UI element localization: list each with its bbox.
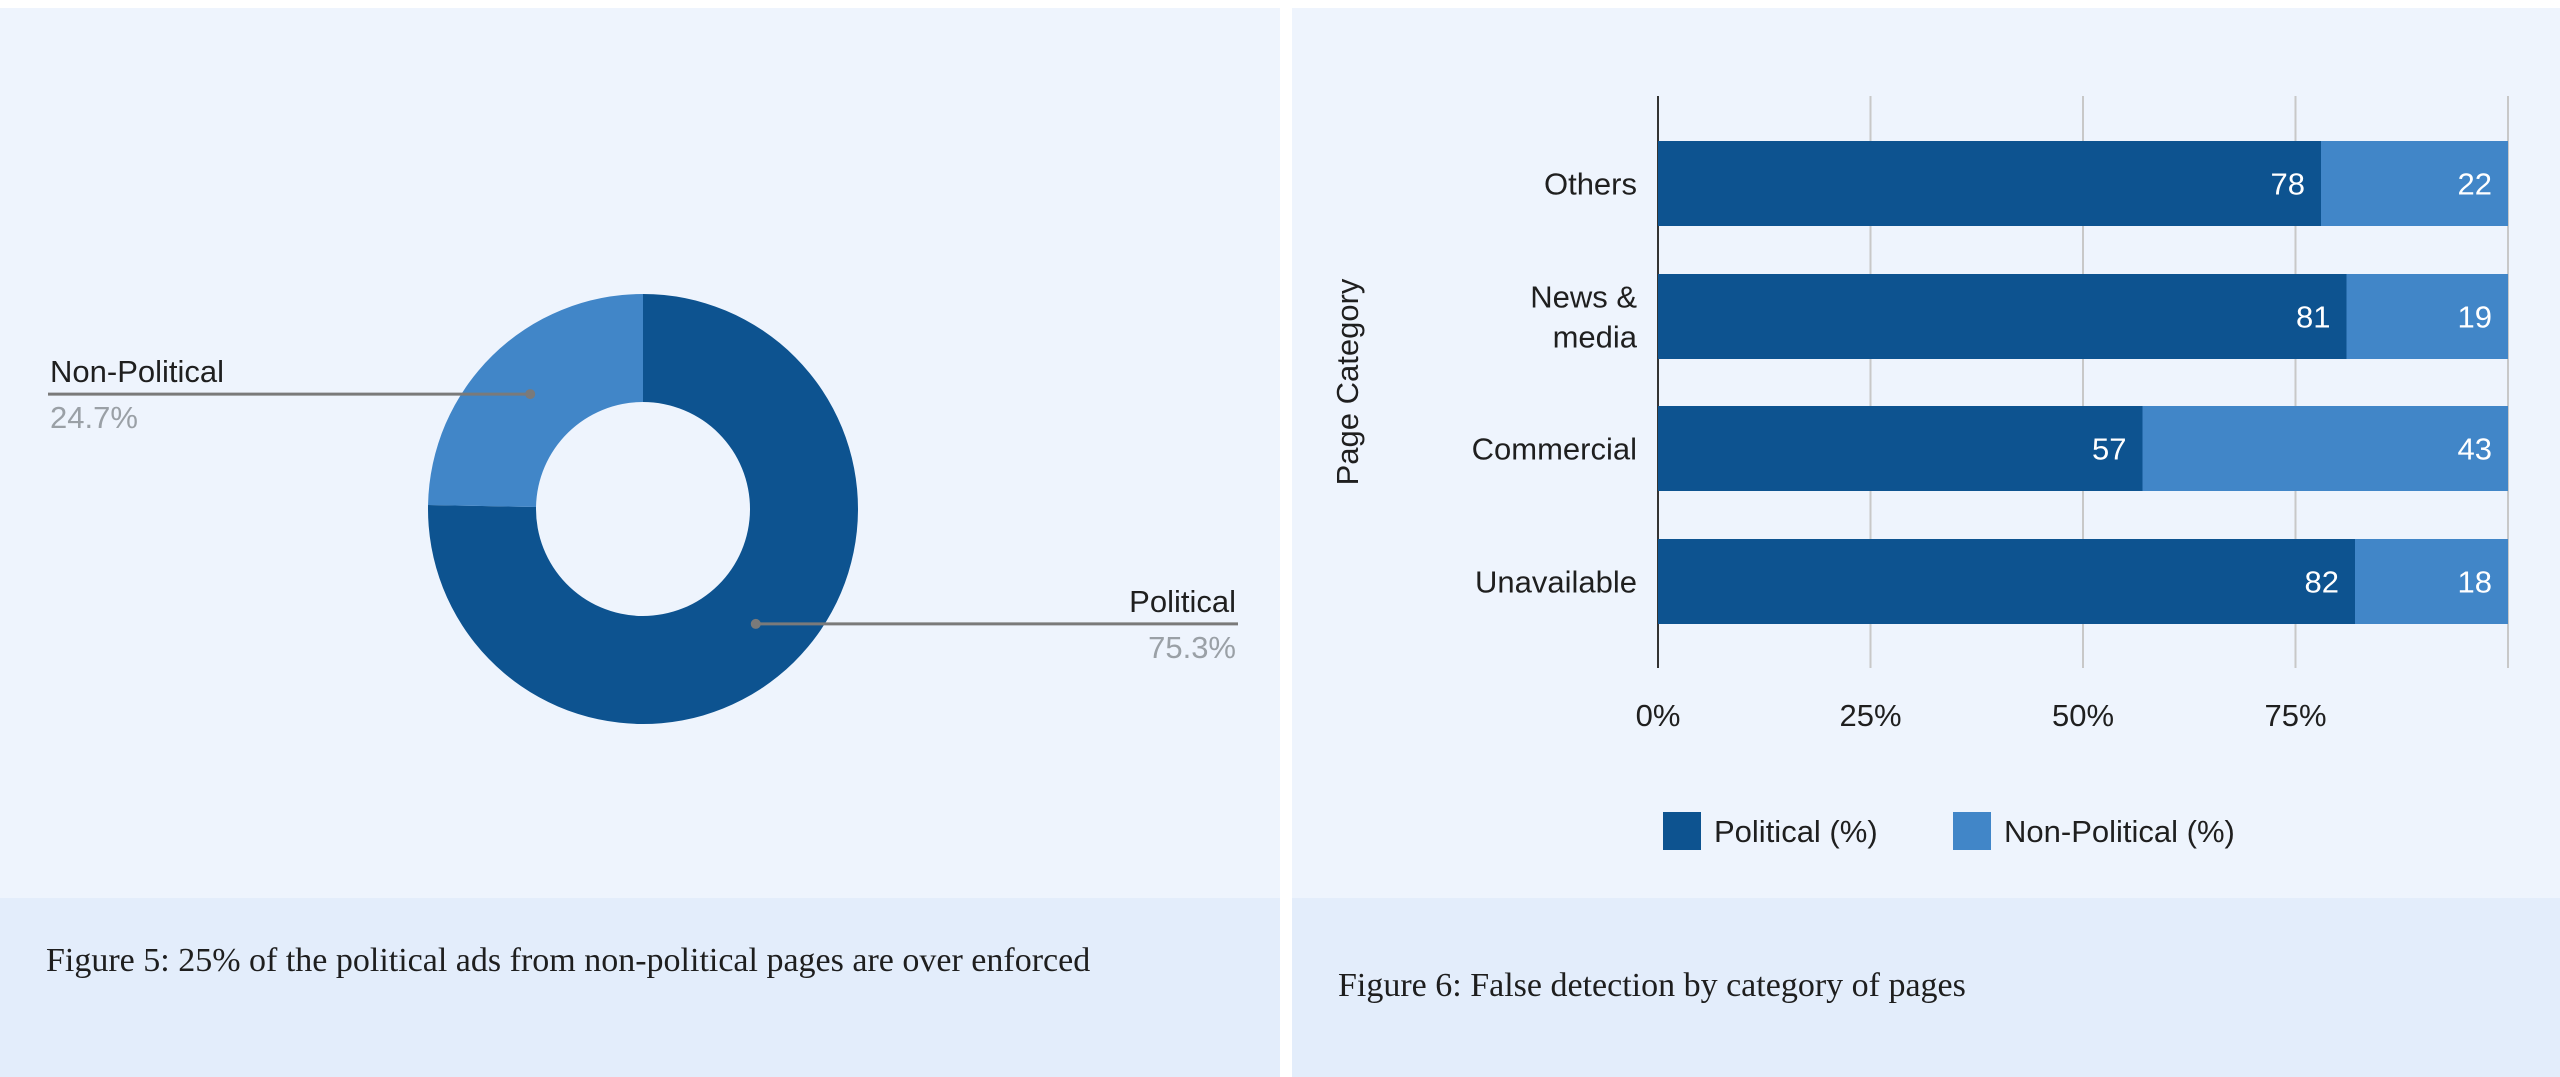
- figure-5-caption-band: [0, 898, 1280, 1077]
- category-label-unavailable: Unavailable: [1475, 565, 1637, 600]
- bar-value-commercial-non-political: 43: [2458, 432, 2492, 467]
- bar-commercial-political: [1658, 406, 2143, 491]
- bar-value-commercial-political: 57: [2092, 432, 2126, 467]
- bar-others-non-political: [2321, 141, 2508, 226]
- bar-value-unavailable-political: 82: [2305, 565, 2339, 600]
- figure-6-caption-band: [1292, 898, 2560, 1077]
- donut-chart: Political 75.3% Non-Political 24.7%: [48, 294, 1238, 724]
- bar-value-news-media-non-political: 19: [2458, 300, 2492, 335]
- x-tick-label-0: 0%: [1636, 698, 1681, 733]
- legend-label-non-political: Non-Political (%): [2004, 814, 2235, 849]
- donut-label-political: Political: [1129, 584, 1236, 619]
- donut-label-non-political: Non-Political: [50, 354, 224, 389]
- x-tick-label-75: 75%: [2264, 698, 2326, 733]
- x-tick-label-25: 25%: [1839, 698, 1901, 733]
- bar-value-news-media-political: 81: [2296, 300, 2330, 335]
- donut-slice-political: [428, 294, 858, 724]
- stacked-bar-chart: 78 22 Others 81 19 News & media 57 43 Commercial 8…: [1330, 96, 2509, 850]
- bar-unavailable-political: [1658, 539, 2355, 624]
- bar-news-media-political: [1658, 274, 2347, 359]
- y-axis-title: Page Category: [1330, 278, 1365, 485]
- category-label-news-media-line-2: media: [1553, 320, 1638, 355]
- x-tick-label-50: 50%: [2052, 698, 2114, 733]
- leader-dot-political: [750, 618, 761, 629]
- legend-label-political: Political (%): [1714, 814, 1878, 849]
- leader-dot-non-political: [525, 389, 536, 400]
- figure-6-panel: 78 22 Others 81 19 News & media 57 43 Commercial 8…: [1292, 8, 2560, 1077]
- category-label-commercial: Commercial: [1472, 432, 1637, 467]
- legend-swatch-political: [1663, 812, 1701, 850]
- donut-value-non-political: 24.7%: [50, 400, 138, 435]
- bar-value-others-political: 78: [2271, 167, 2305, 202]
- bar-value-unavailable-non-political: 18: [2458, 565, 2492, 600]
- bar-value-others-non-political: 22: [2458, 167, 2492, 202]
- bar-unavailable-non-political: [2355, 539, 2508, 624]
- donut-slice-non-political: [428, 294, 643, 507]
- bar-commercial-non-political: [2142, 406, 2508, 491]
- category-label-news-media-line-1: News &: [1530, 280, 1637, 315]
- figure-5-panel: Political 75.3% Non-Political 24.7% Figure …: [0, 8, 1280, 1077]
- bar-news-media-non-political: [2346, 274, 2508, 359]
- figure-6-caption: Figure 6: False detection by category of…: [1338, 967, 1966, 1004]
- figure-5-caption: Figure 5: 25% of the political ads from …: [46, 942, 1091, 979]
- category-label-others: Others: [1544, 167, 1637, 202]
- bar-others-political: [1658, 141, 2321, 226]
- legend-swatch-non-political: [1953, 812, 1991, 850]
- donut-value-political: 75.3%: [1148, 630, 1236, 665]
